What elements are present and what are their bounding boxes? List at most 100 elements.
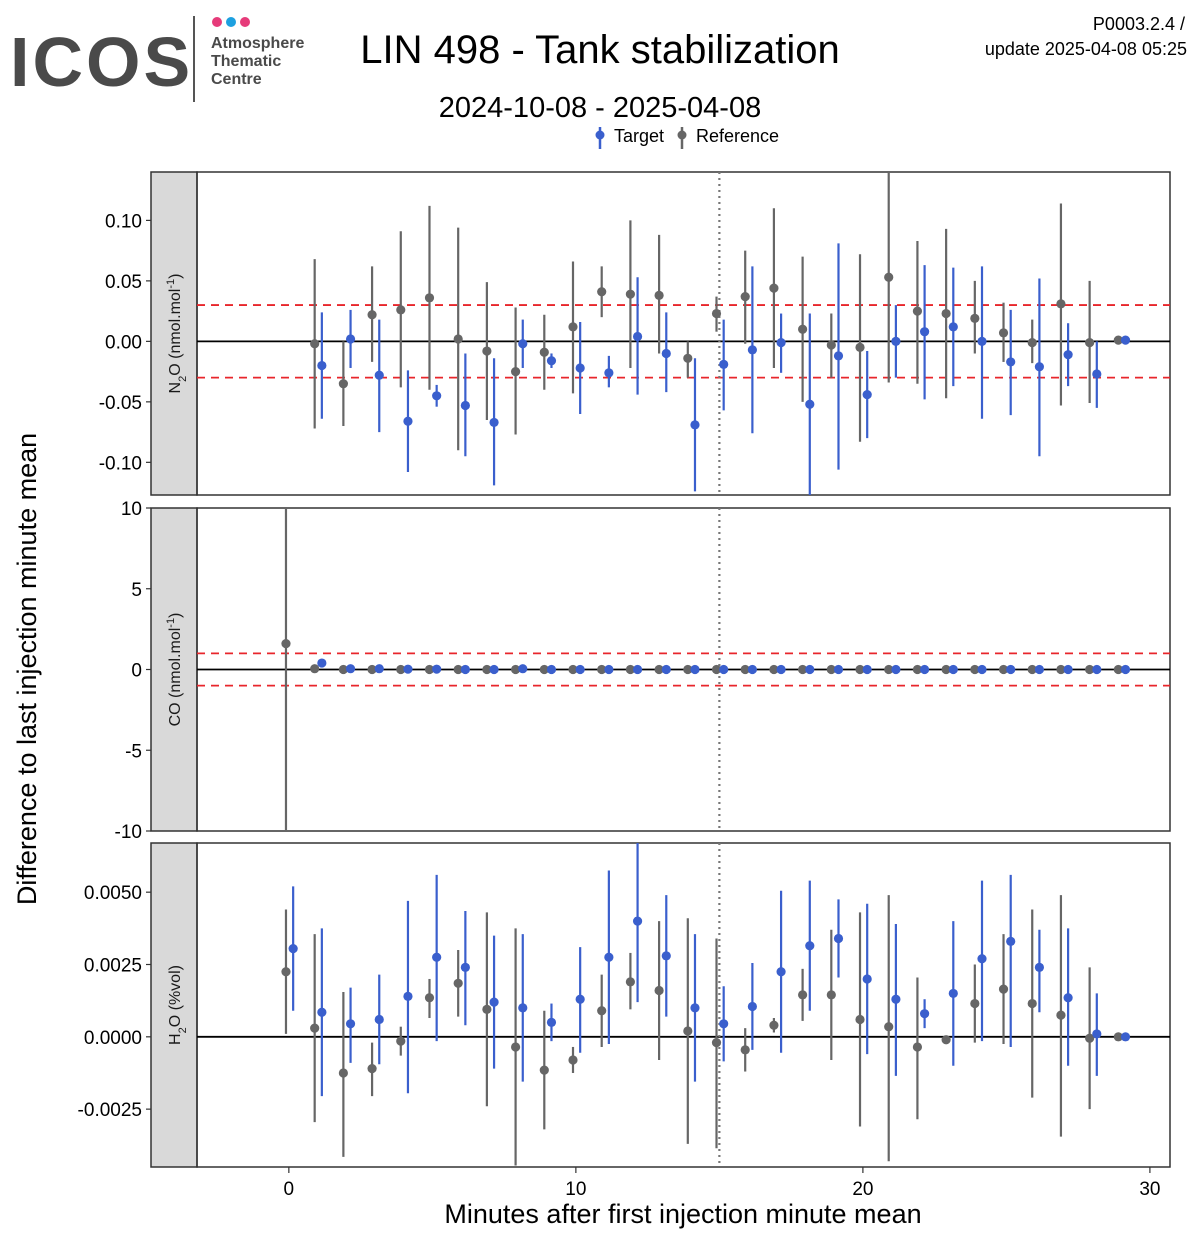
reference-point [453, 334, 463, 344]
target-point [1063, 350, 1073, 360]
y-tick-label: 0 [131, 661, 142, 682]
y-tick-label: 0.0025 [84, 956, 142, 977]
target-point [1034, 362, 1045, 372]
reference-point [998, 664, 1009, 675]
chart-subtitle: 2024-10-08 - 2025-04-08 [439, 92, 761, 124]
reference-point [970, 998, 980, 1009]
target-point [891, 994, 901, 1004]
reference-point [367, 1064, 377, 1074]
reference-point [855, 1014, 865, 1025]
y-tick-label: 0.0000 [84, 1028, 142, 1049]
logo-sub-line-2: Thematic [211, 53, 281, 70]
panels: N2O (nmol.mol-1) 0.10 0.05 0.00 -0.05 -0.10 CO… [78, 171, 1171, 1200]
reference-point [1113, 1032, 1123, 1042]
target-point [317, 360, 327, 371]
target-point [317, 658, 327, 668]
header: ICOS Atmosphere Thematic Centre LIN 498 … [10, 14, 1187, 124]
target-point [518, 339, 528, 349]
target-point [518, 1003, 528, 1013]
reference-point [711, 308, 722, 319]
reference-point [367, 310, 377, 320]
x-tick-label: 0 [284, 1179, 295, 1200]
target-point [661, 348, 671, 359]
target-point [719, 359, 729, 369]
reference-point [424, 664, 435, 675]
target-point [489, 997, 499, 1007]
target-point [1092, 1029, 1102, 1039]
reference-point [798, 990, 808, 1000]
reference-point [711, 664, 722, 675]
target-point [948, 988, 958, 999]
y-tick-label: -5 [125, 741, 142, 762]
reference-point [625, 977, 636, 987]
reference-point [482, 346, 492, 356]
reference-point [683, 1026, 693, 1036]
target-point [575, 994, 585, 1004]
target-point [575, 363, 585, 373]
reference-point [855, 664, 865, 675]
target-point [489, 664, 499, 675]
reference-point [338, 379, 348, 389]
target-point [403, 664, 413, 674]
reference-point [998, 328, 1009, 338]
y-tick-label: -10 [115, 822, 142, 843]
panel-strip [150, 507, 198, 832]
target-point [719, 664, 729, 675]
target-point [632, 916, 643, 926]
target-point [1006, 936, 1016, 946]
reference-point [396, 305, 406, 315]
reference-point [281, 639, 291, 649]
target-point [661, 951, 671, 961]
y-tick-label: 10 [121, 499, 142, 520]
reference-point [654, 985, 664, 996]
target-point [747, 345, 757, 355]
target-point [919, 1009, 930, 1019]
target-point [891, 664, 901, 675]
target-point [1034, 962, 1045, 972]
target-point [747, 1001, 757, 1012]
target-point [948, 322, 958, 332]
reference-point [683, 664, 693, 675]
target-point [776, 337, 786, 348]
reference-point [912, 664, 923, 675]
update-label: update 2025-04-08 05:25 [985, 39, 1187, 59]
target-point [1006, 664, 1016, 675]
target-point [1120, 664, 1131, 675]
reference-point [855, 342, 865, 353]
reference-point [970, 664, 980, 675]
reference-point [884, 1022, 894, 1032]
reference-point [912, 306, 923, 316]
reference-point [1085, 664, 1095, 675]
panel-strip-label: CO (nmol.mol-1) [165, 613, 184, 727]
target-point [862, 664, 872, 675]
target-point [1092, 369, 1102, 379]
reference-point [970, 313, 980, 323]
target-point [403, 416, 413, 426]
target-point [1063, 664, 1073, 675]
reference-point [941, 1035, 951, 1045]
target-point [805, 664, 815, 675]
reference-point [798, 324, 808, 334]
y-tick-label: -0.05 [99, 393, 142, 414]
target-point [977, 336, 987, 346]
target-point [460, 664, 470, 675]
reference-point [568, 1055, 578, 1065]
reference-point [740, 292, 750, 302]
reference-point [539, 664, 549, 675]
reference-point [482, 664, 492, 675]
logo-sub-line-1: Atmosphere [211, 35, 304, 52]
reference-point [769, 664, 779, 675]
target-point [1063, 993, 1073, 1003]
reference-point [424, 993, 435, 1003]
reference-point [625, 664, 636, 675]
reference-point [884, 664, 894, 675]
version-label: P0003.2.4 / [1093, 14, 1185, 34]
logo-sub-line-3: Centre [211, 71, 262, 88]
target-point [288, 943, 298, 954]
reference-point [769, 283, 779, 293]
reference-point [539, 1065, 549, 1075]
target-point [632, 331, 643, 342]
panel-strip-label: H2O (%vol) [167, 965, 189, 1045]
target-point [1034, 664, 1045, 675]
